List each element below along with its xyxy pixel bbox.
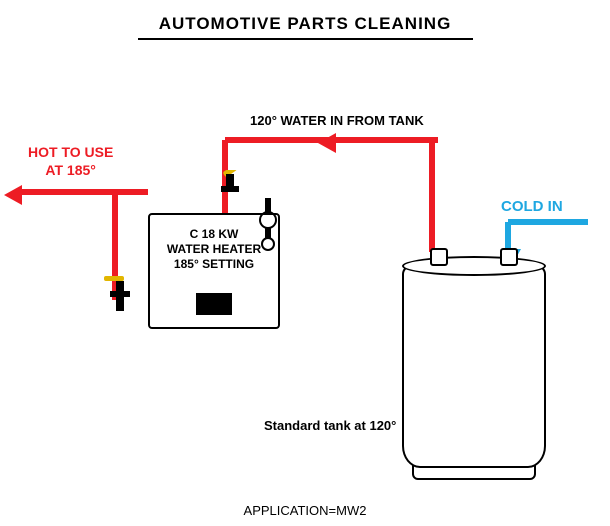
arrow-left-icon — [318, 133, 336, 153]
diagram-stage: AUTOMOTIVE PARTS CLEANING HOT TO USE AT … — [0, 0, 610, 526]
page-title: AUTOMOTIVE PARTS CLEANING — [0, 14, 610, 34]
water-tank — [402, 262, 542, 474]
title-underline — [138, 38, 473, 40]
label-hot-to-use: HOT TO USE AT 185° — [28, 144, 113, 179]
pipe-segment — [508, 219, 588, 225]
pipe-segment — [429, 140, 435, 252]
label-water-in: 120° WATER IN FROM TANK — [250, 113, 424, 129]
tank-port-right — [500, 248, 518, 266]
tank-lid — [402, 256, 546, 276]
tank-body — [402, 264, 546, 468]
label-cold-in: COLD IN — [501, 198, 563, 217]
arrow-left-icon — [4, 185, 22, 205]
valve-left-icon — [104, 270, 138, 316]
valve-top-icon — [215, 170, 245, 214]
tank-port-left — [430, 248, 448, 266]
label-tank: Standard tank at 120° — [264, 418, 396, 434]
water-heater-window — [196, 293, 232, 315]
valve-right-icon — [255, 198, 285, 258]
application-code: APPLICATION=MW2 — [0, 503, 610, 518]
pipe-segment — [18, 189, 148, 195]
